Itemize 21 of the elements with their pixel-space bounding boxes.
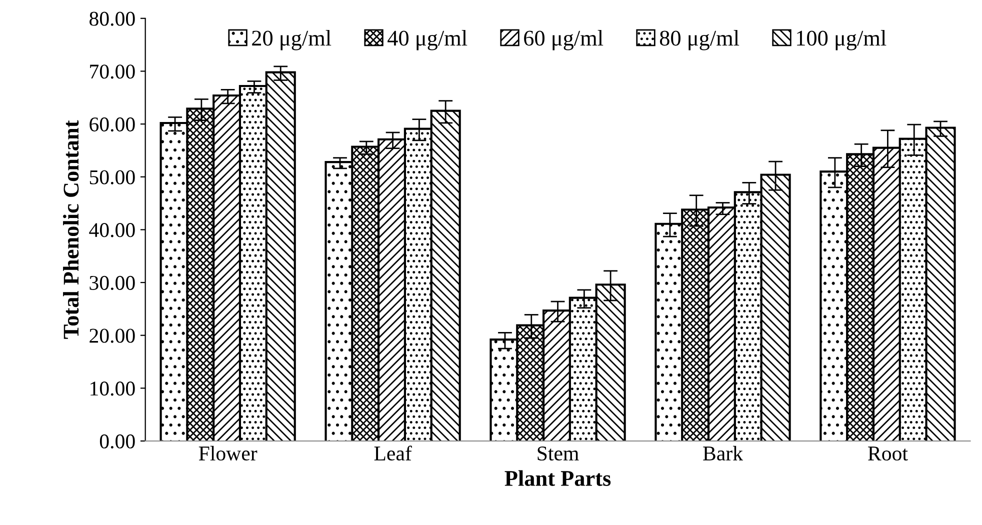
legend-label: 100 μg/ml [797,30,886,50]
x-tick-label: Leaf [374,446,412,461]
y-tick-label: 40.00 [89,223,135,238]
x-tick-label: Root [868,446,908,461]
y-tick-label: 50.00 [90,170,135,184]
y-tick-label: 20.00 [90,328,135,343]
x-tick-label: Bark [703,446,743,461]
legend-label: 80 μg/ml [660,30,740,50]
y-tick-label: 70.00 [90,64,135,79]
legend-label: 20 μg/ml [252,30,332,50]
y-tick-label: 30.00 [90,276,135,290]
y-tick-label: 0.00 [100,434,135,449]
y-axis-title: Total Phenolic Contant [63,120,79,339]
y-tick-label: 80.00 [90,12,135,26]
y-tick-label: 10.00 [90,382,135,396]
x-axis-title: Plant Parts [504,470,611,486]
y-tick-label: 60.00 [90,117,135,132]
x-tick-label: Flower [198,446,258,461]
legend-label: 60 μg/ml [524,30,604,50]
x-tick-label: Stem [538,446,579,461]
legend-label: 40 μg/ml [388,30,468,50]
